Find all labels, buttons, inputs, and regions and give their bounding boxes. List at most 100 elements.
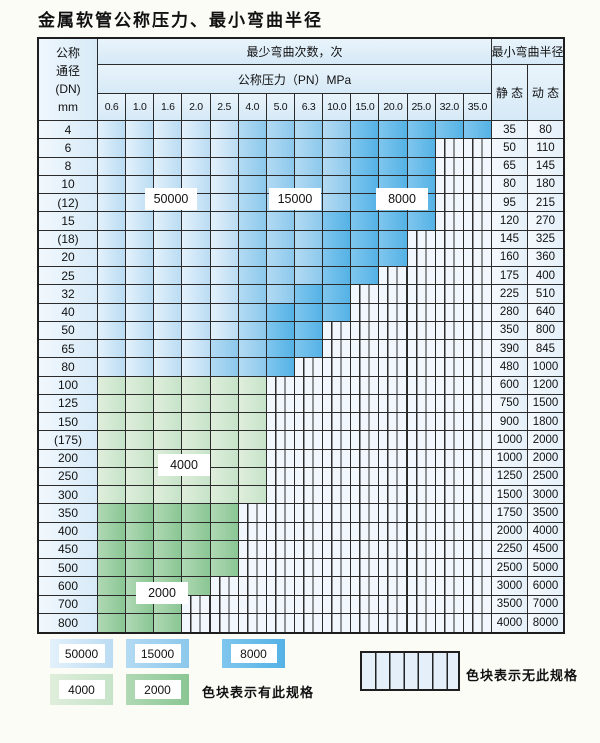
spec-cell — [323, 175, 352, 194]
spec-cell — [463, 431, 492, 450]
dynamic-cell: 6000 — [527, 577, 563, 596]
spec-cell — [435, 139, 464, 158]
spec-cell — [407, 559, 436, 578]
spec-cell — [294, 358, 324, 377]
static-cell: 480 — [491, 358, 528, 377]
spec-cell — [379, 595, 408, 614]
spec-cell — [407, 577, 436, 596]
legend-swatch-15000: 15000 — [126, 639, 189, 668]
spec-cell — [435, 540, 464, 559]
spec-cell — [379, 431, 408, 450]
dn-cell: 40 — [39, 303, 98, 322]
spec-cell — [154, 157, 183, 176]
spec-cell — [98, 157, 127, 176]
spec-cell — [126, 139, 155, 158]
spec-cell — [266, 321, 295, 340]
spec-cell — [351, 175, 380, 194]
spec-cell — [182, 394, 211, 413]
spec-cell — [463, 121, 492, 140]
spec-cell — [379, 540, 408, 559]
spec-cell — [435, 194, 464, 213]
legend-swatch-2000: 2000 — [126, 674, 189, 705]
spec-cell — [154, 431, 183, 450]
spec-cell — [435, 285, 464, 304]
spec-cell — [294, 504, 324, 523]
dn-cell: 20 — [39, 248, 98, 267]
spec-cell — [154, 340, 183, 359]
spec-cell — [463, 595, 492, 614]
spec-cell — [266, 613, 295, 632]
spec-cell — [210, 540, 239, 559]
spec-cell — [379, 577, 408, 596]
static-cell: 145 — [491, 230, 528, 249]
pressure-col-header: 32.0 — [435, 94, 464, 121]
cycles-label-overlay: 4000 — [158, 454, 210, 476]
dn-cell: 6 — [39, 139, 98, 158]
spec-cell — [294, 595, 324, 614]
spec-cell — [294, 121, 324, 140]
spec-cell — [154, 613, 183, 632]
static-cell: 95 — [491, 194, 528, 213]
spec-cell — [238, 340, 267, 359]
spec-cell — [182, 559, 211, 578]
dynamic-cell: 8000 — [527, 613, 563, 632]
spec-cell — [266, 413, 295, 432]
dn-cell: 15 — [39, 212, 98, 231]
spec-cell — [351, 121, 380, 140]
spec-cell — [210, 139, 239, 158]
dynamic-cell: 2000 — [527, 449, 563, 468]
pressure-col-header: 15.0 — [351, 94, 380, 121]
spec-cell — [294, 522, 324, 541]
spec-cell — [126, 212, 155, 231]
dynamic-cell: 215 — [527, 194, 563, 213]
spec-cell — [323, 285, 352, 304]
spec-cell — [210, 121, 239, 140]
spec-cell — [154, 394, 183, 413]
spec-cell — [210, 212, 239, 231]
spec-cell — [98, 121, 127, 140]
spec-cell — [294, 613, 324, 632]
spec-cell — [435, 230, 464, 249]
static-cell: 4000 — [491, 613, 528, 632]
spec-cell — [238, 321, 267, 340]
static-cell: 225 — [491, 285, 528, 304]
spec-cell — [379, 613, 408, 632]
spec-cell — [407, 358, 436, 377]
spec-cell — [154, 303, 183, 322]
dynamic-cell: 800 — [527, 321, 563, 340]
static-cell: 120 — [491, 212, 528, 231]
spec-cell — [294, 321, 324, 340]
spec-cell — [407, 230, 436, 249]
spec-cell — [407, 486, 436, 505]
spec-cell — [126, 559, 155, 578]
spec-cell — [266, 595, 295, 614]
spec-cell — [323, 121, 352, 140]
spec-cell — [463, 449, 492, 468]
spec-cell — [407, 121, 436, 140]
dynamic-header: 动 态 — [527, 65, 563, 121]
dn-cell: 32 — [39, 285, 98, 304]
spec-cell — [210, 577, 239, 596]
corner-line: 通径 — [55, 63, 80, 78]
spec-cell — [407, 212, 436, 231]
spec-cell — [407, 595, 436, 614]
spec-cell — [126, 431, 155, 450]
dynamic-cell: 1500 — [527, 394, 563, 413]
spec-cell — [210, 559, 239, 578]
spec-cell — [435, 212, 464, 231]
dn-cell: 800 — [39, 613, 98, 632]
spec-cell — [463, 248, 492, 267]
spec-cell — [154, 121, 183, 140]
spec-cell — [238, 285, 267, 304]
spec-cell — [463, 194, 492, 213]
spec-cell — [210, 394, 239, 413]
spec-cell — [266, 467, 295, 486]
spec-cell — [210, 467, 239, 486]
spec-cell — [351, 504, 380, 523]
spec-cell — [126, 230, 155, 249]
spec-cell — [210, 522, 239, 541]
spec-cell — [98, 504, 127, 523]
spec-cell — [98, 267, 127, 286]
corner-header: 公称 通径 (DN) mm — [39, 39, 98, 121]
spec-cell — [266, 121, 295, 140]
